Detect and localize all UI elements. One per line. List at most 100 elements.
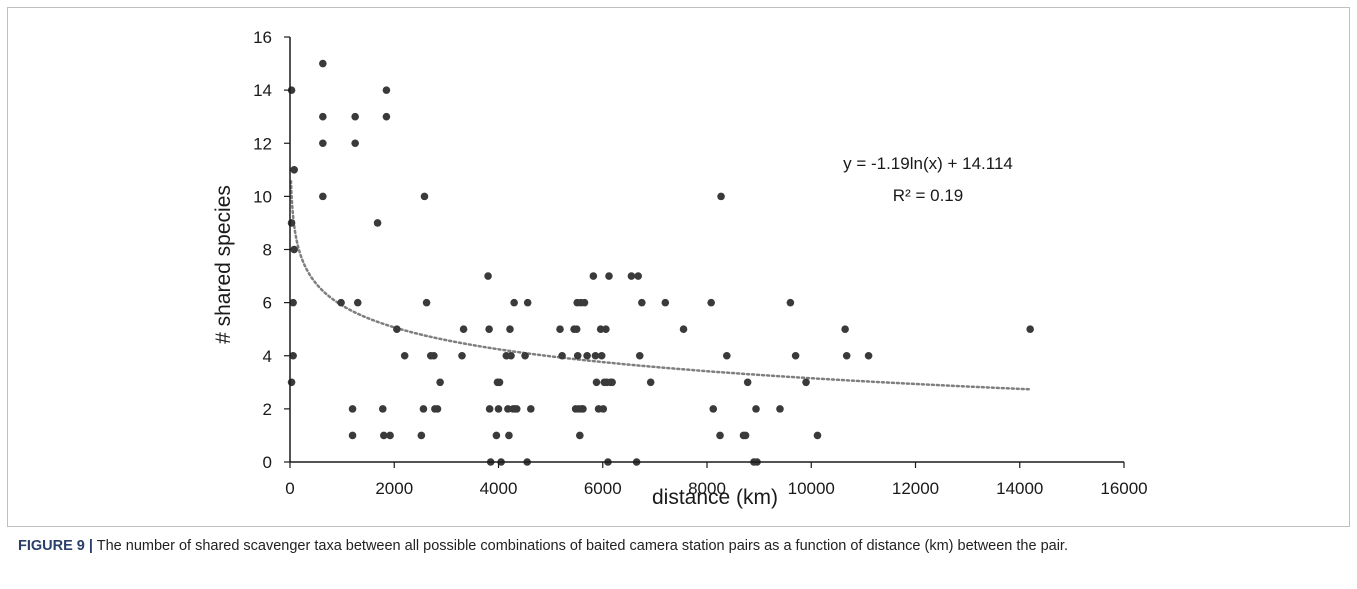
trendline-r-squared: R² = 0.19 <box>893 186 963 205</box>
data-point <box>589 272 598 280</box>
data-point <box>661 298 670 307</box>
data-point <box>353 298 362 307</box>
figure-caption-label: FIGURE 9 | <box>18 538 93 554</box>
data-point <box>743 378 752 387</box>
data-point <box>864 351 873 360</box>
data-point <box>605 272 613 280</box>
data-point <box>512 405 521 413</box>
data-point <box>716 431 724 440</box>
data-point <box>382 112 391 121</box>
data-point <box>580 298 589 307</box>
y-tick-label: 14 <box>253 81 272 100</box>
y-tick-label: 6 <box>263 294 272 313</box>
data-point <box>290 166 298 174</box>
x-axis-title: distance (km) <box>652 486 778 509</box>
y-tick-label: 2 <box>263 400 272 419</box>
data-point <box>842 351 851 360</box>
data-point <box>786 298 795 307</box>
data-point <box>287 219 296 227</box>
data-point <box>813 431 822 440</box>
data-point <box>841 325 849 333</box>
data-point <box>348 405 357 413</box>
scatter-chart: 0 2 4 6 8 10 12 14 16 0 2000 4000 6000 8000 10000 12000… <box>212 28 1148 509</box>
data-point <box>596 325 605 333</box>
data-point <box>709 405 718 413</box>
data-point <box>1026 325 1034 333</box>
data-point <box>382 86 391 94</box>
data-point <box>430 351 438 360</box>
data-point <box>602 325 610 333</box>
y-tick-label: 8 <box>263 241 272 260</box>
data-point <box>485 325 493 333</box>
data-point <box>635 351 644 360</box>
data-point <box>608 378 616 387</box>
data-point <box>717 192 725 201</box>
data-point <box>679 325 688 333</box>
points-layer <box>287 59 1034 466</box>
data-point <box>576 431 584 440</box>
data-point <box>378 405 387 413</box>
data-point <box>420 192 429 201</box>
data-point <box>507 351 515 360</box>
data-point <box>556 325 564 333</box>
x-tick-label: 14000 <box>996 479 1043 498</box>
y-axis-title: # shared species <box>212 185 235 344</box>
x-tick-label: 16000 <box>1100 479 1147 498</box>
y-tick-label: 4 <box>263 347 272 366</box>
x-tick-label: 4000 <box>480 479 518 498</box>
data-point <box>348 431 357 440</box>
data-point <box>627 272 636 280</box>
data-point <box>741 431 750 440</box>
data-point <box>386 431 394 440</box>
data-point <box>319 112 327 121</box>
y-tick-label: 12 <box>253 134 272 153</box>
x-tick-label: 6000 <box>584 479 622 498</box>
x-tick-label: 2000 <box>375 479 413 498</box>
axes-layer: 0 2 4 6 8 10 12 14 16 0 2000 4000 6000 8000 10000 12000… <box>212 28 1148 509</box>
data-point <box>572 325 581 333</box>
data-point <box>592 378 601 387</box>
data-point <box>510 298 518 307</box>
data-point <box>400 351 409 360</box>
x-tick-label: 10000 <box>788 479 835 498</box>
x-tick-label: 12000 <box>892 479 939 498</box>
data-point <box>523 298 532 307</box>
data-point <box>484 272 492 280</box>
data-point <box>319 192 327 201</box>
data-point <box>393 325 401 333</box>
data-point <box>707 298 715 307</box>
trendline-equation: y = -1.19ln(x) + 14.114 <box>843 154 1013 173</box>
data-point <box>494 405 503 413</box>
data-point <box>752 405 760 413</box>
data-point <box>485 405 494 413</box>
data-point <box>638 298 646 307</box>
data-point <box>433 405 442 413</box>
data-point <box>351 112 359 121</box>
data-point <box>495 378 504 387</box>
data-point <box>319 59 327 68</box>
figure-caption-text: The number of shared scavenger taxa betw… <box>92 538 1068 554</box>
trendline <box>289 180 1032 391</box>
y-tick-label: 10 <box>253 187 272 206</box>
data-point <box>458 351 466 360</box>
data-point <box>287 378 296 387</box>
data-point <box>492 431 501 440</box>
data-point <box>337 298 345 307</box>
trendline-layer <box>289 180 1032 391</box>
data-point <box>791 351 800 360</box>
data-point <box>504 405 512 413</box>
data-point <box>422 298 431 307</box>
data-point <box>723 351 731 360</box>
data-point <box>527 405 535 413</box>
data-point <box>776 405 784 413</box>
data-point <box>597 351 606 360</box>
data-point <box>591 351 600 360</box>
figure-caption: FIGURE 9 | The number of shared scavenge… <box>18 537 1348 555</box>
data-point <box>289 298 297 307</box>
data-point <box>558 351 566 360</box>
data-point <box>380 431 388 440</box>
data-point <box>573 351 582 360</box>
y-tick-label: 16 <box>253 28 272 47</box>
x-tick-label: 8000 <box>688 479 726 498</box>
data-point <box>583 351 591 360</box>
